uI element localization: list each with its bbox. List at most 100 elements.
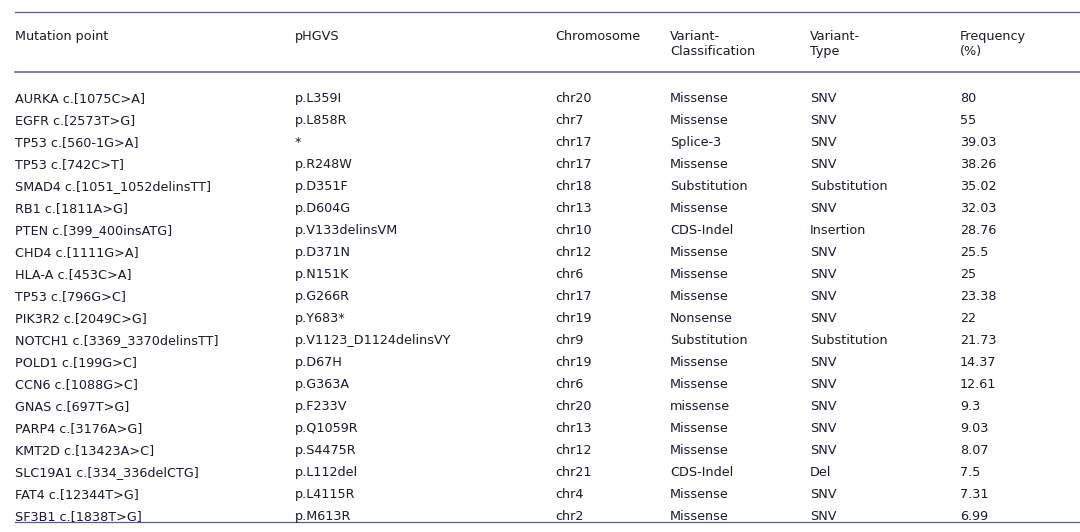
Text: chr2: chr2: [555, 510, 583, 523]
Text: CDS-Indel: CDS-Indel: [670, 466, 733, 479]
Text: chr6: chr6: [555, 378, 583, 391]
Text: Missense: Missense: [670, 202, 729, 215]
Text: 39.03: 39.03: [960, 136, 997, 149]
Text: Missense: Missense: [670, 158, 729, 171]
Text: KMT2D c.[13423A>C]: KMT2D c.[13423A>C]: [15, 444, 154, 457]
Text: Substitution: Substitution: [810, 334, 888, 347]
Text: chr20: chr20: [555, 92, 592, 105]
Text: chr21: chr21: [555, 466, 592, 479]
Text: p.R248W: p.R248W: [295, 158, 353, 171]
Text: Variant-
Classification: Variant- Classification: [670, 30, 755, 58]
Text: Insertion: Insertion: [810, 224, 866, 237]
Text: 8.07: 8.07: [960, 444, 988, 457]
Text: Variant-
Type: Variant- Type: [810, 30, 860, 58]
Text: Missense: Missense: [670, 92, 729, 105]
Text: PIK3R2 c.[2049C>G]: PIK3R2 c.[2049C>G]: [15, 312, 147, 325]
Text: Missense: Missense: [670, 246, 729, 259]
Text: SNV: SNV: [810, 422, 837, 435]
Text: SNV: SNV: [810, 136, 837, 149]
Text: CHD4 c.[1111G>A]: CHD4 c.[1111G>A]: [15, 246, 138, 259]
Text: chr13: chr13: [555, 422, 592, 435]
Text: p.D371N: p.D371N: [295, 246, 351, 259]
Text: SNV: SNV: [810, 444, 837, 457]
Text: p.G363A: p.G363A: [295, 378, 350, 391]
Text: Substitution: Substitution: [670, 180, 747, 193]
Text: 28.76: 28.76: [960, 224, 997, 237]
Text: Mutation point: Mutation point: [15, 30, 108, 43]
Text: p.L4115R: p.L4115R: [295, 488, 355, 501]
Text: 14.37: 14.37: [960, 356, 997, 369]
Text: Missense: Missense: [670, 378, 729, 391]
Text: SNV: SNV: [810, 202, 837, 215]
Text: SNV: SNV: [810, 158, 837, 171]
Text: 80: 80: [960, 92, 976, 105]
Text: HLA-A c.[453C>A]: HLA-A c.[453C>A]: [15, 268, 132, 281]
Text: SNV: SNV: [810, 114, 837, 127]
Text: p.G266R: p.G266R: [295, 290, 350, 303]
Text: SNV: SNV: [810, 400, 837, 413]
Text: SNV: SNV: [810, 312, 837, 325]
Text: Missense: Missense: [670, 422, 729, 435]
Text: Missense: Missense: [670, 356, 729, 369]
Text: 7.31: 7.31: [960, 488, 988, 501]
Text: SNV: SNV: [810, 356, 837, 369]
Text: chr19: chr19: [555, 356, 592, 369]
Text: SNV: SNV: [810, 488, 837, 501]
Text: p.D351F: p.D351F: [295, 180, 349, 193]
Text: 7.5: 7.5: [960, 466, 981, 479]
Text: 12.61: 12.61: [960, 378, 997, 391]
Text: chr19: chr19: [555, 312, 592, 325]
Text: 23.38: 23.38: [960, 290, 997, 303]
Text: 22: 22: [960, 312, 976, 325]
Text: chr6: chr6: [555, 268, 583, 281]
Text: chr18: chr18: [555, 180, 592, 193]
Text: Missense: Missense: [670, 444, 729, 457]
Text: chr17: chr17: [555, 290, 592, 303]
Text: chr7: chr7: [555, 114, 583, 127]
Text: SNV: SNV: [810, 92, 837, 105]
Text: TP53 c.[560-1G>A]: TP53 c.[560-1G>A]: [15, 136, 138, 149]
Text: AURKA c.[1075C>A]: AURKA c.[1075C>A]: [15, 92, 145, 105]
Text: Del: Del: [810, 466, 832, 479]
Text: 25: 25: [960, 268, 976, 281]
Text: Missense: Missense: [670, 114, 729, 127]
Text: 55: 55: [960, 114, 976, 127]
Text: p.V1123_D1124delinsVY: p.V1123_D1124delinsVY: [295, 334, 451, 347]
Text: GNAS c.[697T>G]: GNAS c.[697T>G]: [15, 400, 130, 413]
Text: p.D604G: p.D604G: [295, 202, 351, 215]
Text: p.V133delinsVM: p.V133delinsVM: [295, 224, 399, 237]
Text: Missense: Missense: [670, 268, 729, 281]
Text: EGFR c.[2573T>G]: EGFR c.[2573T>G]: [15, 114, 135, 127]
Text: PTEN c.[399_400insATG]: PTEN c.[399_400insATG]: [15, 224, 172, 237]
Text: Substitution: Substitution: [670, 334, 747, 347]
Text: CDS-Indel: CDS-Indel: [670, 224, 733, 237]
Text: SNV: SNV: [810, 510, 837, 523]
Text: p.L359I: p.L359I: [295, 92, 342, 105]
Text: p.M613R: p.M613R: [295, 510, 351, 523]
Text: SNV: SNV: [810, 268, 837, 281]
Text: Missense: Missense: [670, 290, 729, 303]
Text: CCN6 c.[1088G>C]: CCN6 c.[1088G>C]: [15, 378, 138, 391]
Text: chr12: chr12: [555, 246, 592, 259]
Text: chr10: chr10: [555, 224, 592, 237]
Text: SLC19A1 c.[334_336delCTG]: SLC19A1 c.[334_336delCTG]: [15, 466, 199, 479]
Text: Substitution: Substitution: [810, 180, 888, 193]
Text: 25.5: 25.5: [960, 246, 988, 259]
Text: PARP4 c.[3176A>G]: PARP4 c.[3176A>G]: [15, 422, 143, 435]
Text: chr9: chr9: [555, 334, 583, 347]
Text: chr12: chr12: [555, 444, 592, 457]
Text: p.L858R: p.L858R: [295, 114, 348, 127]
Text: SNV: SNV: [810, 290, 837, 303]
Text: p.L112del: p.L112del: [295, 466, 359, 479]
Text: *: *: [295, 136, 301, 149]
Text: Missense: Missense: [670, 488, 729, 501]
Text: Frequency
(%): Frequency (%): [960, 30, 1026, 58]
Text: 21.73: 21.73: [960, 334, 997, 347]
Text: SNV: SNV: [810, 378, 837, 391]
Text: missense: missense: [670, 400, 730, 413]
Text: 38.26: 38.26: [960, 158, 997, 171]
Text: pHGVS: pHGVS: [295, 30, 339, 43]
Text: RB1 c.[1811A>G]: RB1 c.[1811A>G]: [15, 202, 127, 215]
Text: p.F233V: p.F233V: [295, 400, 348, 413]
Text: 9.3: 9.3: [960, 400, 981, 413]
